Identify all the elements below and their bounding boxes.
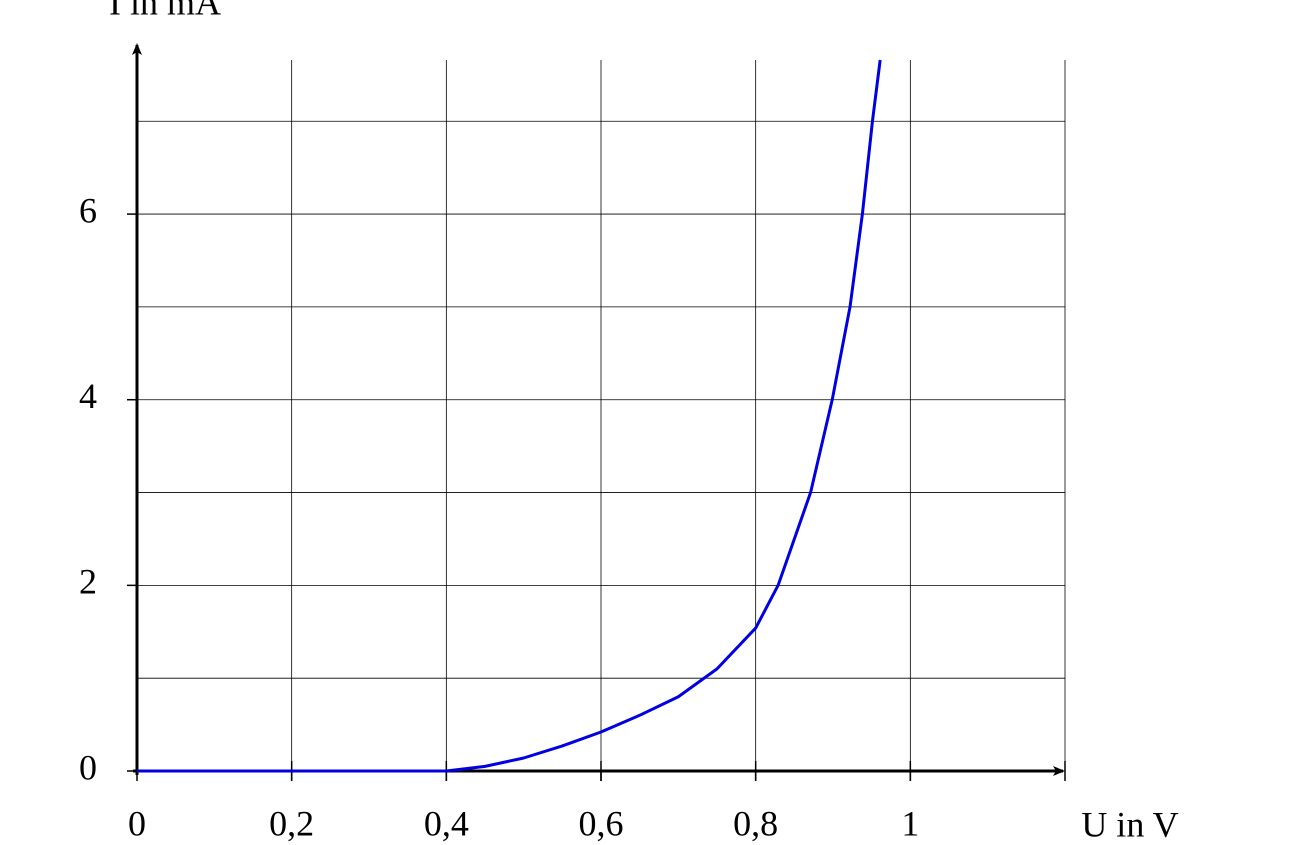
- data-line: [137, 59, 882, 773]
- y-tick-label: 6: [79, 190, 97, 230]
- y-tick-label: 0: [79, 747, 97, 787]
- y-axis-label: I in mA: [109, 0, 221, 22]
- y-tick-label: 4: [79, 376, 97, 416]
- x-tick-label: 1: [901, 803, 919, 843]
- x-tick-label: 0,4: [424, 803, 469, 843]
- x-tick-label: 0,2: [269, 803, 314, 843]
- x-tick-label: 0,6: [579, 803, 624, 843]
- x-axis-label: U in V: [1081, 804, 1178, 844]
- y-tick-label: 2: [79, 562, 97, 602]
- x-tick-label: 0,8: [733, 803, 778, 843]
- x-tick-label: 0: [128, 803, 146, 843]
